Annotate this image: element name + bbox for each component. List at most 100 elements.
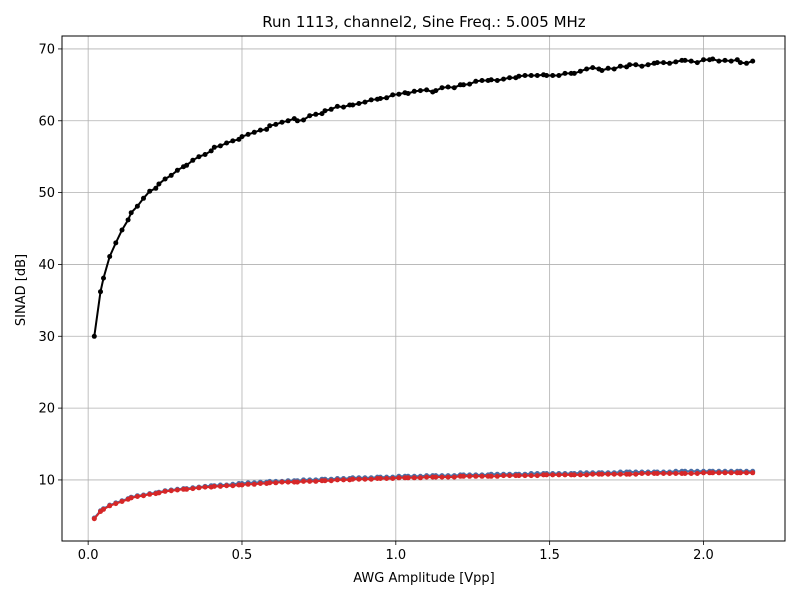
data-point xyxy=(507,473,513,479)
data-point xyxy=(411,88,417,94)
grid xyxy=(62,36,785,541)
data-point xyxy=(396,91,402,97)
data-point xyxy=(279,119,285,125)
data-point xyxy=(528,473,534,479)
data-point xyxy=(141,493,146,499)
data-point xyxy=(334,103,340,109)
data-point xyxy=(673,59,679,65)
data-point xyxy=(556,472,562,478)
data-point xyxy=(701,57,706,63)
data-point xyxy=(562,70,568,76)
data-point xyxy=(390,476,396,481)
data-point xyxy=(230,483,236,489)
x-tick-label: 0.0 xyxy=(78,548,99,563)
data-point xyxy=(368,476,374,482)
data-point xyxy=(190,157,196,163)
data-point xyxy=(230,138,236,144)
data-point xyxy=(113,240,119,246)
data-point xyxy=(245,481,251,487)
data-point xyxy=(701,470,706,476)
data-point xyxy=(688,471,694,476)
data-point xyxy=(239,482,245,488)
data-point xyxy=(722,470,728,476)
data-point xyxy=(107,254,113,259)
data-point xyxy=(501,76,506,82)
data-point xyxy=(590,65,596,71)
x-tick-label: 1.5 xyxy=(539,548,560,563)
data-point xyxy=(617,63,623,69)
data-point xyxy=(313,478,319,484)
data-point xyxy=(584,472,590,478)
data-point xyxy=(661,471,666,476)
data-point xyxy=(107,503,113,509)
data-point xyxy=(473,473,479,479)
data-point xyxy=(411,475,417,481)
data-point xyxy=(377,476,383,481)
data-point xyxy=(174,487,180,493)
data-point xyxy=(439,474,445,480)
y-tick-label: 60 xyxy=(38,114,55,129)
y-tick-label: 70 xyxy=(38,42,55,57)
data-point xyxy=(534,473,540,479)
data-point xyxy=(356,101,362,106)
data-point xyxy=(694,60,700,66)
data-point xyxy=(688,58,694,64)
data-point xyxy=(273,121,279,127)
data-point xyxy=(611,471,617,477)
data-point xyxy=(285,118,291,124)
data-point xyxy=(217,483,223,489)
data-point xyxy=(522,73,528,78)
data-point xyxy=(350,476,356,482)
data-point xyxy=(356,476,362,482)
data-point xyxy=(405,475,411,481)
data-point xyxy=(294,479,300,485)
data-point xyxy=(451,474,457,480)
data-point xyxy=(494,78,500,83)
data-point xyxy=(264,126,270,132)
data-point xyxy=(673,471,679,476)
data-point xyxy=(294,118,300,124)
data-point xyxy=(501,473,506,479)
plot-frame xyxy=(61,35,786,542)
data-point xyxy=(257,127,263,133)
data-point xyxy=(737,60,743,66)
data-point xyxy=(211,483,217,489)
data-point xyxy=(654,60,660,66)
data-point xyxy=(141,195,146,201)
data-point xyxy=(571,472,577,478)
data-point xyxy=(562,472,568,478)
data-point xyxy=(424,474,430,480)
data-point xyxy=(341,477,346,483)
data-point xyxy=(168,172,174,178)
data-point xyxy=(516,73,522,79)
data-point xyxy=(617,471,623,477)
data-point xyxy=(627,62,633,68)
data-point xyxy=(645,471,651,476)
data-point xyxy=(208,148,214,154)
data-point xyxy=(202,484,208,490)
data-point xyxy=(571,70,577,76)
data-point xyxy=(307,113,313,119)
data-point xyxy=(128,210,134,216)
data-point xyxy=(467,81,473,87)
data-point xyxy=(156,490,162,496)
data-point xyxy=(147,491,153,497)
data-point xyxy=(494,473,500,479)
y-tick-label: 10 xyxy=(38,473,55,488)
data-point xyxy=(654,471,660,476)
series-3 xyxy=(91,470,756,522)
data-point xyxy=(147,188,153,194)
data-point xyxy=(461,473,466,479)
data-point xyxy=(728,58,734,64)
data-point xyxy=(534,73,540,78)
data-point xyxy=(599,471,605,477)
data-point xyxy=(162,176,168,182)
data-point xyxy=(611,66,617,72)
data-point xyxy=(445,84,451,90)
data-point xyxy=(682,57,688,63)
data-point xyxy=(488,473,494,479)
data-point xyxy=(113,501,119,507)
data-point xyxy=(239,134,245,140)
data-point xyxy=(744,60,749,66)
